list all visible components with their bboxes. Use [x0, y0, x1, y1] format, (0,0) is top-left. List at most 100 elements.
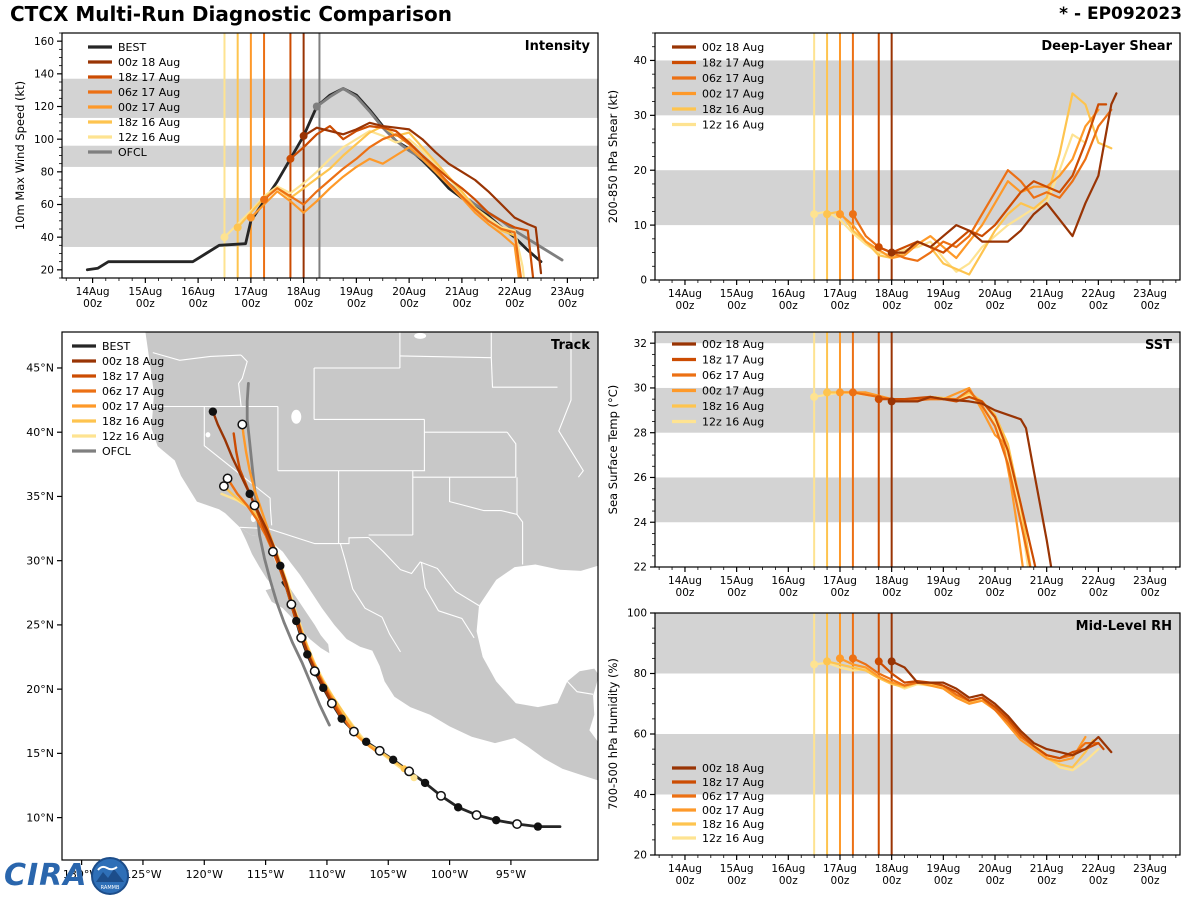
legend-label-00z18: 00z 18 Aug	[118, 56, 180, 69]
track-series-00z18	[211, 410, 335, 707]
shear-x-tick-label: 14Aug	[668, 288, 702, 300]
rh-x-tick-sublabel: 00z	[1089, 875, 1108, 887]
shear-x-axis: 14Aug00z15Aug00z16Aug00z17Aug00z18Aug00z…	[658, 280, 1177, 312]
legend-label-06z17: 06z 17 Aug	[102, 385, 164, 398]
sst-y-tick-label: 28	[634, 427, 647, 439]
intensity-y-tick-label: 120	[34, 101, 54, 113]
baja-peninsula	[239, 527, 330, 654]
shear-series-18z16	[826, 92, 1113, 276]
shear-series-00z18	[890, 92, 1118, 254]
shear-series-12z16	[813, 133, 1087, 273]
intensity-series-06z17	[263, 133, 523, 278]
legend-label-18z16: 18z 16 Aug	[702, 103, 764, 116]
shear-y-tick-label: 30	[634, 110, 647, 122]
legend-label-12z16: 12z 16 Aug	[702, 118, 764, 131]
sst-panel-title: SST	[1145, 338, 1172, 353]
rh-y-tick-label: 60	[634, 729, 647, 741]
legend-label-00z18: 00z 18 Aug	[702, 338, 764, 351]
map-area	[62, 332, 598, 860]
legend-label-00z17: 00z 17 Aug	[118, 101, 180, 114]
figure-header: CTCX Multi-Run Diagnostic Comparison * -…	[0, 0, 1200, 30]
sst-frame	[654, 331, 1181, 568]
sst-x-tick-label: 17Aug	[823, 575, 857, 587]
shear-x-tick-label: 18Aug	[875, 288, 909, 300]
track-x-axis: 130°W 125°W 120°W 115°W 110°W 105°W 100°W 95°W	[63, 860, 526, 881]
track-marker-filled	[337, 714, 346, 723]
intensity-x-tick-label: 23Aug	[550, 286, 584, 298]
shear-x-tick-label: 23Aug	[1133, 288, 1167, 300]
intensity-x-tick-sublabel: 00z	[558, 298, 577, 310]
track-marker-open	[237, 419, 248, 430]
legend-label-18z16: 18z 16 Aug	[102, 415, 164, 428]
intensity-y-tick-label: 60	[41, 199, 54, 211]
rh-series-00z17	[838, 657, 1087, 763]
intensity-init-dot-12z16	[220, 233, 229, 242]
intensity-series-12z16	[223, 129, 526, 278]
sst-y-axis-label: Sea Surface Temp (°C)	[606, 385, 620, 515]
sst-x-tick-label: 15Aug	[720, 575, 754, 587]
sst-y-axis: 22 24 26 28 30 32 Sea Surface Temp (°C)	[606, 331, 655, 574]
track-x-tick-label: 115°W	[247, 868, 284, 881]
intensity-x-tick-label: 16Aug	[181, 286, 215, 298]
track-marker-filled	[208, 407, 218, 416]
track-x-tick-label: 105°W	[370, 868, 407, 881]
intensity-x-tick-sublabel: 00z	[452, 298, 471, 310]
rh-init-dot-06z17	[848, 654, 857, 663]
rh-panel: 20 40 60 80 100 700-500 hPa Humidity (%) 14Aug…	[606, 608, 1181, 887]
shear-x-tick-label: 17Aug	[823, 288, 857, 300]
intensity-init-dot-00z17	[246, 213, 255, 222]
sst-y-tick-label: 32	[634, 338, 647, 350]
track-marker-filled	[245, 489, 254, 499]
intensity-x-axis: 14Aug00z15Aug00z16Aug00z17Aug00z18Aug00z…	[65, 278, 595, 310]
track-y-tick-label: 35°N	[26, 490, 54, 503]
track-marker-open	[512, 819, 522, 829]
legend-label-06z17: 06z 17 Aug	[702, 369, 764, 382]
track-marker-filled	[420, 778, 430, 788]
sst-y-tick-label: 22	[634, 562, 647, 574]
caribbean-sea	[589, 678, 598, 742]
rh-init-dot-12z16	[810, 660, 819, 669]
rh-x-tick-sublabel: 00z	[676, 875, 695, 887]
shear-x-tick-sublabel: 00z	[727, 300, 746, 312]
sst-series-00z18	[890, 395, 1053, 567]
shear-x-tick-label: 16Aug	[771, 288, 805, 300]
track-x-tick-label: 120°W	[186, 868, 223, 881]
track-marker-open	[374, 745, 385, 756]
lake	[291, 409, 302, 424]
sst-init-dot-00z18	[887, 397, 896, 406]
track-marker-open	[436, 790, 446, 801]
shear-init-dot-00z17	[835, 210, 844, 219]
rh-x-tick-label: 17Aug	[823, 863, 857, 875]
legend-label-BEST: BEST	[102, 340, 130, 353]
track-marker-open	[218, 481, 229, 492]
sst-x-tick-label: 19Aug	[926, 575, 960, 587]
sst-y-tick-label: 26	[634, 472, 648, 484]
intensity-x-tick-sublabel: 00z	[189, 298, 208, 310]
rh-x-tick-label: 16Aug	[771, 863, 805, 875]
rh-series-00z18	[890, 660, 1113, 757]
legend-label-12z16: 12z 16 Aug	[702, 832, 764, 845]
rh-x-tick-sublabel: 00z	[934, 875, 953, 887]
shear-y-tick-label: 0	[640, 275, 647, 287]
track-marker-open	[268, 546, 278, 557]
track-marker-filled	[319, 683, 328, 693]
legend-label-18z17: 18z 17 Aug	[102, 370, 164, 383]
shear-x-tick-sublabel: 00z	[986, 300, 1005, 312]
rh-x-tick-sublabel: 00z	[779, 875, 798, 887]
sst-x-tick-sublabel: 00z	[1141, 587, 1160, 599]
legend-label-18z16: 18z 16 Aug	[118, 116, 180, 129]
rh-x-tick-sublabel: 00z	[831, 875, 850, 887]
rh-y-tick-label: 80	[634, 668, 647, 680]
sst-init-dot-00z17	[835, 388, 844, 397]
sst-x-tick-label: 16Aug	[771, 575, 805, 587]
sst-band	[655, 332, 1180, 344]
shear-y-axis: 0 10 20 30 40 200-850 hPa Shear (kt)	[606, 32, 655, 287]
sst-x-tick-sublabel: 00z	[779, 587, 798, 599]
sst-legend: 00z 18 Aug 18z 17 Aug 06z 17 Aug 00z 17 Aug…	[672, 338, 764, 428]
intensity-x-tick-sublabel: 00z	[347, 298, 366, 310]
rh-x-tick-label: 22Aug	[1081, 863, 1115, 875]
intensity-x-tick-sublabel: 00z	[136, 298, 155, 310]
legend-label-00z17: 00z 17 Aug	[102, 400, 164, 413]
shear-y-tick-label: 40	[634, 55, 647, 67]
